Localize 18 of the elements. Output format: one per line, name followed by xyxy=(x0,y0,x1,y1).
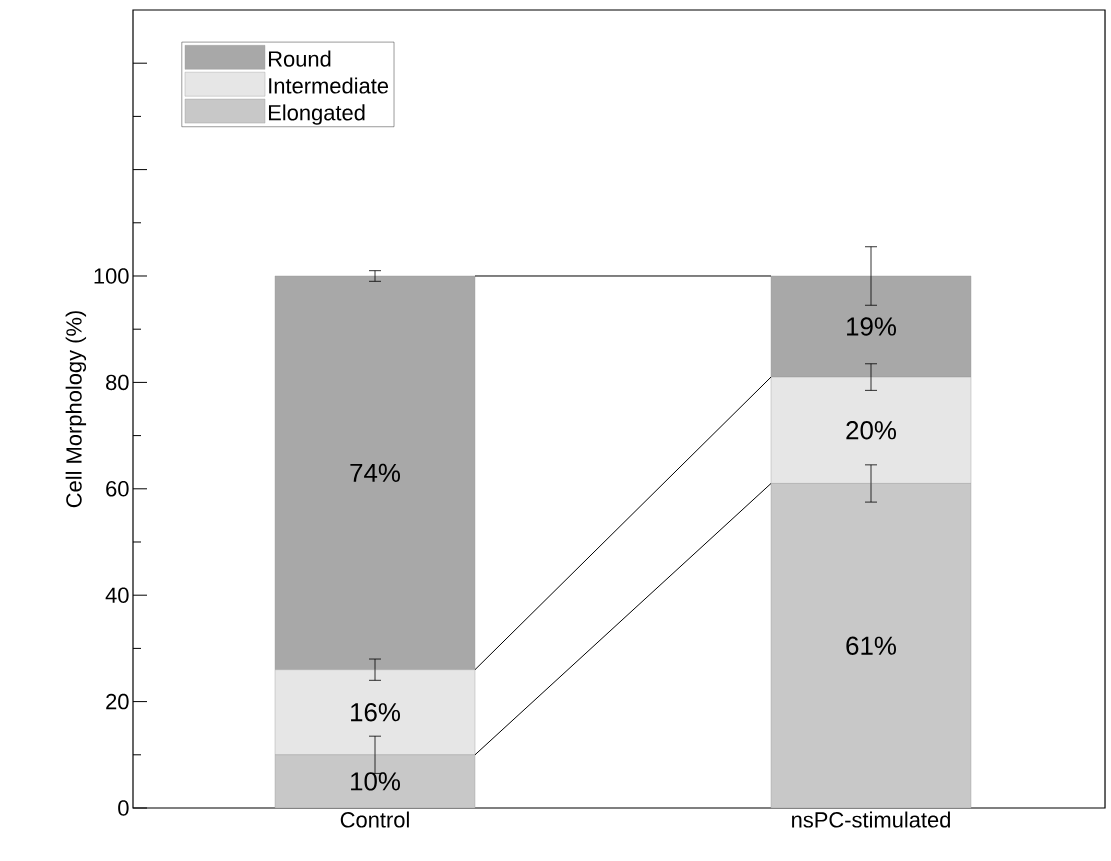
y-tick-label: 20 xyxy=(106,693,129,710)
data-label: 20% xyxy=(846,421,896,440)
data-label: 19% xyxy=(847,317,896,336)
legend-label: Intermediate xyxy=(269,77,389,94)
x-tick-label: Control xyxy=(340,811,409,828)
data-label: 16% xyxy=(351,703,400,722)
data-label: 74% xyxy=(350,463,400,482)
data-label: 61% xyxy=(846,636,896,655)
y-tick-label: 80 xyxy=(106,374,129,391)
data-label: 10% xyxy=(351,772,400,791)
legend-label: Elongated xyxy=(268,104,365,125)
y-tick-label: 0 xyxy=(118,800,129,816)
y-axis-title: Cell Morphology (%) xyxy=(65,311,87,508)
y-tick-label: 60 xyxy=(106,481,129,497)
x-tick-label: nsPC-stimulated xyxy=(792,811,950,828)
legend-label: Round xyxy=(268,50,331,67)
y-tick-label: 100 xyxy=(94,268,129,284)
y-tick-label: 40 xyxy=(105,587,129,603)
